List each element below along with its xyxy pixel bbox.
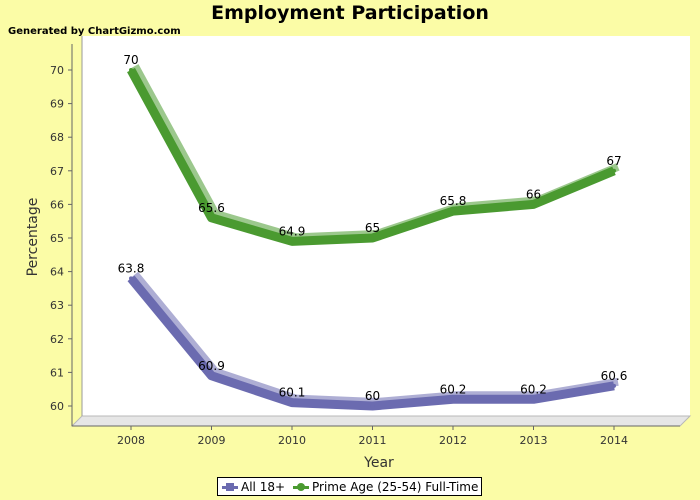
- y-tick-label: 67: [50, 165, 64, 178]
- data-label: 60.9: [198, 359, 225, 373]
- legend-swatch-prime-age: [293, 482, 310, 492]
- chart-title: Employment Participation: [211, 2, 489, 24]
- plot-frame: [70, 36, 692, 427]
- data-point: [531, 397, 536, 402]
- y-tick-label: 69: [50, 98, 64, 111]
- data-point: [370, 236, 375, 240]
- data-point: [612, 383, 616, 388]
- data-label: 70: [123, 53, 138, 67]
- y-tick-label: 64: [50, 266, 64, 279]
- x-tick-label: 2008: [117, 434, 145, 447]
- legend-label-prime-age: Prime Age (25-54) Full-Time: [312, 479, 479, 494]
- y-tick-label: 61: [50, 366, 64, 379]
- data-point: [451, 397, 455, 402]
- data-point: [531, 202, 536, 207]
- y-tick-label: 65: [50, 232, 64, 245]
- data-label: 60.1: [279, 386, 306, 400]
- legend-label-all-18: All 18+: [241, 479, 286, 494]
- legend: All 18+ Prime Age (25-54) Full-Time: [217, 477, 482, 496]
- data-label: 60.6: [601, 369, 628, 383]
- data-label: 60: [365, 389, 380, 403]
- data-point: [290, 239, 294, 244]
- data-label: 65: [365, 221, 380, 235]
- data-label: 60.2: [440, 382, 467, 396]
- y-tick-label: 70: [50, 64, 64, 77]
- data-label: 65.8: [440, 194, 467, 208]
- data-label: 65.6: [198, 201, 225, 215]
- data-labels: 63.8 60.9 60.1 60 60.2 60.2 60.6 70 65.6 64.9 65 65…: [118, 53, 628, 403]
- data-point: [129, 276, 133, 281]
- x-tick-label: 2013: [520, 434, 548, 447]
- legend-swatch-all-18: [222, 482, 238, 492]
- x-axis-label: Year: [363, 455, 394, 471]
- x-tick-label: 2009: [198, 434, 226, 447]
- y-tick-label: 63: [50, 299, 64, 312]
- legend-item-all-18: All 18+: [222, 480, 285, 494]
- data-label: 60.2: [520, 382, 547, 396]
- data-point: [129, 68, 133, 72]
- plot-floor: [70, 415, 692, 427]
- x-tick-label: 2012: [439, 434, 467, 447]
- x-axis-ticks: 2008 2009 2010 2011 2012 2013 2014: [117, 426, 628, 447]
- data-label: 66: [526, 187, 541, 201]
- data-point: [612, 168, 616, 173]
- data-label: 67: [606, 154, 621, 168]
- data-label: 64.9: [279, 224, 306, 238]
- x-tick-label: 2014: [600, 434, 628, 447]
- x-tick-label: 2011: [359, 434, 387, 447]
- data-label: 63.8: [118, 261, 145, 275]
- data-point: [370, 404, 375, 408]
- x-tick-label: 2010: [278, 434, 306, 447]
- y-axis-label: Percentage: [25, 198, 41, 277]
- y-tick-label: 68: [50, 131, 64, 144]
- legend-item-prime-age: Prime Age (25-54) Full-Time: [293, 480, 478, 494]
- data-point: [209, 215, 214, 220]
- data-point: [451, 209, 455, 214]
- series-lines: [127, 64, 620, 411]
- data-point: [290, 400, 294, 405]
- y-axis-ticks: 60 61 62 63 64 65 66 67 68 69 70: [50, 64, 72, 413]
- y-tick-label: 62: [50, 333, 64, 346]
- generated-by-label: Generated by ChartGizmo.com: [8, 26, 181, 37]
- y-tick-label: 60: [50, 400, 64, 413]
- y-tick-label: 66: [50, 198, 64, 211]
- plot-background: [82, 36, 690, 416]
- data-point: [209, 373, 214, 378]
